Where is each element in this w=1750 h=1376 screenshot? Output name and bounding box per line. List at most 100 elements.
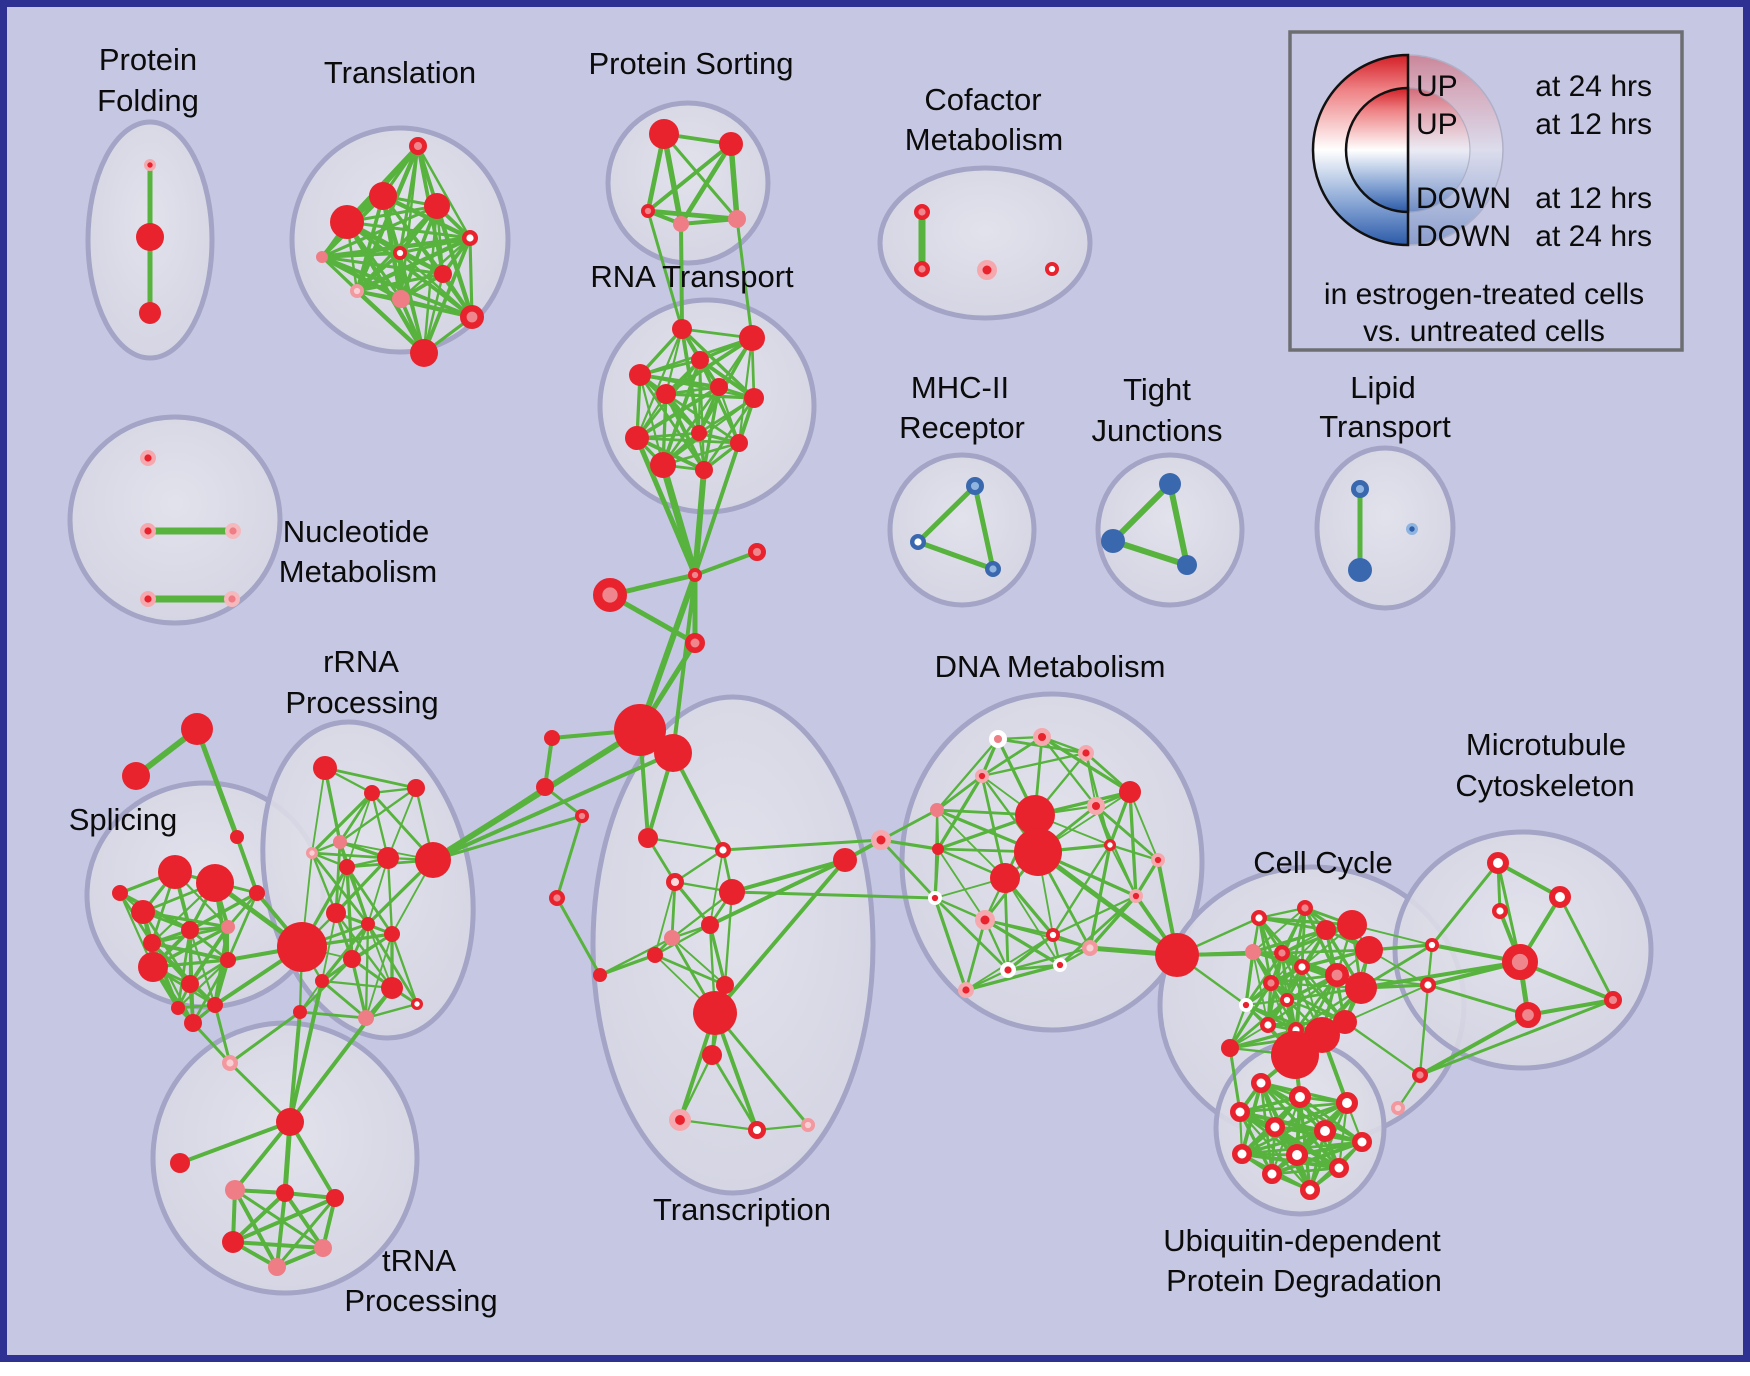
gene-node [1119, 781, 1141, 803]
interaction-edge [728, 141, 740, 222]
interaction-edge [635, 385, 721, 440]
gene-node [230, 830, 244, 844]
gene-node [369, 182, 397, 210]
cluster-ellipse-translation [289, 125, 511, 355]
interaction-edge [936, 809, 1006, 879]
inter-cluster-edge [288, 986, 394, 1124]
gene-node [1296, 900, 1313, 917]
gene-node [424, 193, 450, 219]
interaction-edge [345, 865, 394, 936]
legend-time-label: at 12 hrs [1535, 108, 1652, 141]
gene-node [361, 917, 375, 931]
gene-node [701, 916, 719, 934]
gene-node [139, 591, 156, 608]
gene-node [910, 534, 927, 551]
gene-node [728, 210, 746, 228]
cluster-label-nucleotide-metabolism: Metabolism [279, 554, 438, 589]
inter-cluster-edge [679, 222, 684, 331]
gene-node [1289, 1086, 1312, 1109]
gene-node [914, 203, 931, 220]
gene-node [691, 351, 709, 369]
cluster-label-protein-folding: Protein [99, 42, 197, 77]
interaction-edge [983, 918, 1062, 967]
interaction-edge [638, 373, 706, 472]
cluster-ellipse-transcription [590, 694, 876, 1196]
cluster-label-translation: Translation [324, 55, 476, 90]
cluster-ellipse-tight-junctions [1095, 452, 1245, 608]
interaction-edge [320, 922, 370, 983]
interaction-edge [678, 141, 734, 227]
interaction-edge [1051, 843, 1112, 937]
inter-cluster-edge [235, 835, 259, 895]
inter-cluster-edge [693, 441, 741, 577]
gene-node [1177, 555, 1197, 575]
gene-node [139, 450, 156, 467]
interaction-edge [933, 847, 940, 900]
interaction-edge [972, 483, 996, 572]
interaction-edge [915, 539, 996, 572]
gene-node [739, 325, 765, 351]
interaction-edge [320, 979, 394, 990]
gene-node [1345, 972, 1377, 1004]
inter-cluster-edge [431, 751, 675, 862]
gene-node [1352, 1132, 1372, 1152]
gene-node [638, 828, 658, 848]
cluster-label-lipid-transport: Transport [1319, 409, 1451, 444]
interaction-edge [364, 1002, 419, 1020]
cluster-labels: Protein Folding Translation Protein Sorting… [69, 42, 1635, 1318]
interaction-edge [365, 933, 393, 1019]
gene-node [958, 982, 975, 999]
inter-cluster-edge [1426, 983, 1530, 1017]
interaction-edge [935, 774, 984, 812]
gene-node [693, 991, 737, 1035]
gene-node [143, 158, 156, 171]
interaction-edge [653, 923, 712, 957]
interaction-edge [1040, 735, 1098, 808]
gene-node [1251, 1073, 1271, 1093]
cluster-label-tight-junctions: Tight [1123, 372, 1191, 407]
gene-node [977, 260, 997, 280]
interaction-edge [468, 236, 474, 319]
interaction-edge [320, 979, 368, 1020]
cluster-ellipse-mhc-ii-receptor [887, 452, 1037, 608]
interaction-edge [310, 851, 370, 926]
interaction-edge [646, 836, 725, 852]
legend-time-label: at 12 hrs [1535, 182, 1652, 215]
interaction-edge [664, 327, 684, 396]
interaction-edge [1496, 861, 1562, 899]
gene-node [409, 137, 428, 156]
gene-node [650, 452, 676, 478]
interaction-edge [310, 791, 374, 855]
gene-node [1151, 852, 1166, 867]
cluster-ellipse-lipid-transport [1314, 445, 1456, 611]
interaction-edge [1109, 844, 1137, 897]
interaction-edge [1228, 981, 1273, 1050]
interaction-edge [1004, 877, 1061, 966]
interaction-edge [275, 1196, 337, 1269]
inter-cluster-edge [191, 1021, 232, 1065]
gene-node [673, 216, 689, 232]
interaction-edge [709, 849, 724, 926]
interaction-edge [178, 1120, 292, 1165]
interaction-edge [1269, 906, 1307, 985]
interaction-edge [226, 891, 259, 962]
interaction-edge [370, 791, 390, 860]
interaction-edge [387, 787, 417, 859]
interaction-edge [702, 396, 756, 472]
interaction-edge [680, 327, 756, 400]
gene-node [222, 1231, 244, 1253]
gene-node [392, 246, 407, 261]
gene-node [695, 461, 713, 479]
cluster-label-lipid-transport: Lipid [1350, 370, 1416, 405]
interaction-edge [320, 255, 474, 319]
interaction-edge [638, 373, 756, 400]
interaction-edge [673, 848, 725, 884]
gene-node [1316, 920, 1336, 940]
interaction-edge [693, 550, 759, 577]
interaction-edge [661, 385, 721, 467]
interaction-edge [598, 953, 657, 977]
gene-node [1015, 795, 1055, 835]
gene-node [672, 319, 692, 339]
interaction-edge [176, 958, 230, 1010]
